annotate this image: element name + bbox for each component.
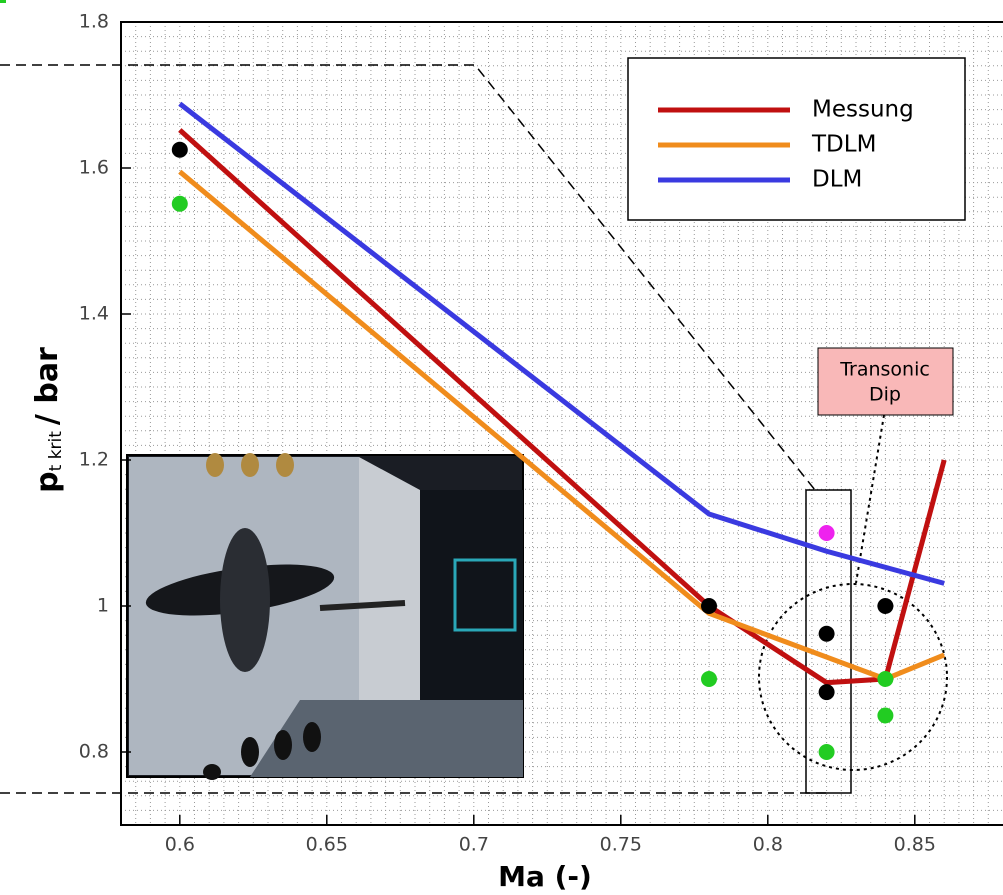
- legend-label: TDLM: [811, 132, 876, 158]
- marker: [877, 598, 893, 614]
- x-tick-label: 0.75: [600, 834, 642, 856]
- photo-inset: [127, 453, 523, 780]
- marker: [172, 196, 188, 212]
- y-label-unit: / bar: [30, 347, 65, 425]
- marker: [701, 598, 717, 614]
- annotation: Transonic Dip: [818, 348, 953, 415]
- y-tick-label: 1.8: [79, 11, 109, 33]
- annotation-line: Transonic: [839, 359, 930, 381]
- marker: [877, 708, 893, 724]
- y-tick-label: 0.8: [79, 741, 109, 763]
- legend: Messung TDLM DLM: [628, 58, 965, 220]
- marker: [819, 525, 835, 541]
- x-tick-label: 0.8: [753, 834, 783, 856]
- corner-mark: [0, 0, 6, 3]
- y-tick-label: 1.6: [79, 157, 109, 179]
- y-tick-label: 1: [97, 595, 109, 617]
- y-axis-label: pt krit / bar: [30, 347, 67, 493]
- legend-label: DLM: [812, 167, 862, 193]
- x-tick-label: 0.7: [459, 834, 489, 856]
- y-label-sub: t krit: [46, 431, 66, 472]
- marker: [172, 142, 188, 158]
- y-tick-label: 1.2: [79, 449, 109, 471]
- y-label-main: p: [30, 471, 65, 492]
- x-axis-label: Ma (-): [498, 860, 592, 893]
- x-tick-label: 0.85: [894, 834, 936, 856]
- annotation-line: Dip: [869, 384, 901, 406]
- marker: [819, 626, 835, 642]
- marker: [819, 744, 835, 760]
- x-tick-label: 0.65: [306, 834, 348, 856]
- chart: 0.6 0.65 0.7 0.75 0.8 0.85 0.8 1 1.2 1.4 1.6 1.8 Me…: [0, 0, 1003, 895]
- marker: [701, 671, 717, 687]
- x-tick-label: 0.6: [165, 834, 195, 856]
- legend-label: Messung: [812, 97, 914, 123]
- marker: [819, 684, 835, 700]
- y-tick-label: 1.4: [79, 303, 109, 325]
- marker: [877, 671, 893, 687]
